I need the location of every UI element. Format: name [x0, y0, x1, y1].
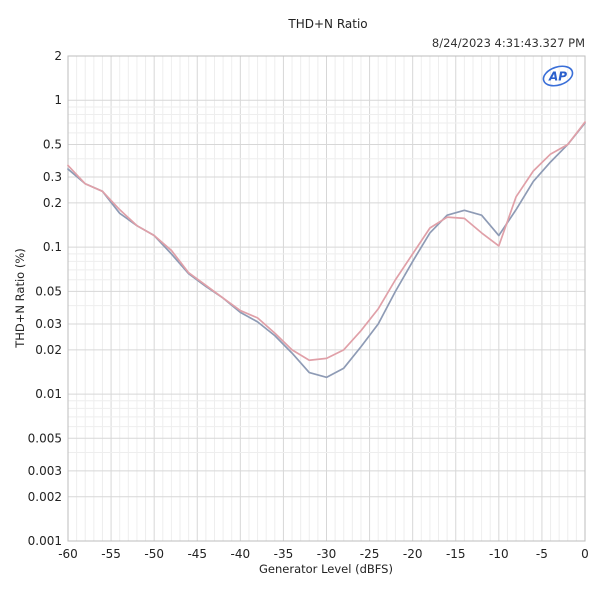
- timestamp: 8/24/2023 4:31:43.327 PM: [432, 36, 585, 50]
- y-tick-label: 0.005: [28, 431, 62, 445]
- y-tick-label: 1: [54, 93, 62, 107]
- y-tick-label: 0.05: [35, 284, 62, 298]
- x-tick-label: -25: [360, 547, 380, 561]
- x-tick-label: -30: [317, 547, 337, 561]
- x-tick-label: -20: [403, 547, 423, 561]
- y-tick-label: 0.01: [35, 387, 62, 401]
- ap-logo-icon: AP: [541, 63, 575, 89]
- x-tick-label: -35: [274, 547, 294, 561]
- y-tick-label: 0.3: [43, 170, 62, 184]
- y-axis-label: THD+N Ratio (%): [13, 248, 27, 349]
- x-tick-label: -55: [101, 547, 121, 561]
- x-tick-label: -45: [187, 547, 207, 561]
- y-tick-label: 2: [54, 49, 62, 63]
- chart-title: THD+N Ratio: [287, 17, 367, 31]
- y-tick-label: 0.001: [28, 534, 62, 548]
- x-tick-label: 0: [581, 547, 589, 561]
- y-tick-label: 0.2: [43, 196, 62, 210]
- x-axis-ticks: -60 -55 -50 -45 -40 -35 -30 -25 -20 -15 -10 -5 0: [58, 547, 589, 561]
- x-tick-label: -50: [144, 547, 164, 561]
- x-tick-label: -60: [58, 547, 78, 561]
- y-tick-label: 0.03: [35, 317, 62, 331]
- svg-text:AP: AP: [548, 70, 567, 84]
- x-tick-label: -15: [446, 547, 466, 561]
- x-tick-label: -5: [536, 547, 548, 561]
- x-tick-label: -40: [231, 547, 251, 561]
- y-axis-ticks: 0.001 0.002 0.003 0.005 0.01 0.02 0.03 0.05 0.1 0…: [28, 49, 62, 548]
- y-tick-label: 0.02: [35, 343, 62, 357]
- x-axis-label: Generator Level (dBFS): [259, 562, 393, 576]
- y-tick-label: 0.1: [43, 240, 62, 254]
- y-tick-label: 0.003: [28, 464, 62, 478]
- x-tick-label: -10: [489, 547, 509, 561]
- grid: [68, 56, 585, 541]
- y-tick-label: 0.002: [28, 490, 62, 504]
- y-tick-label: 0.5: [43, 137, 62, 151]
